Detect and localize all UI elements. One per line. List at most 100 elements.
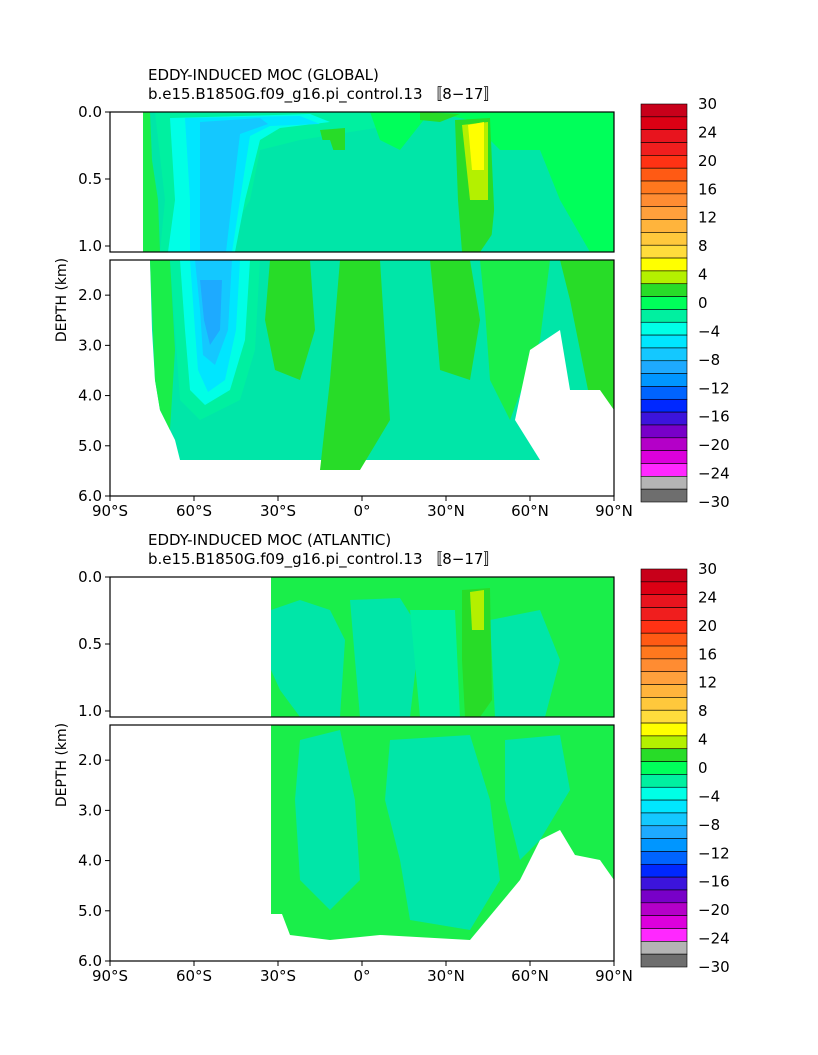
global-upper-land (110, 112, 143, 252)
colorbar-swatch (641, 399, 687, 412)
panel-atlantic: EDDY-INDUCED MOC (ATLANTIC) b.e15.B1850G… (54, 531, 633, 985)
colorbar-swatch (641, 181, 687, 194)
colorbar-swatch (641, 954, 687, 967)
colorbar-label: −30 (698, 493, 730, 511)
global-lower-field (110, 260, 614, 496)
colorbar-swatch (641, 736, 687, 749)
y-tick-label: 5.0 (78, 437, 102, 455)
colorbar-label: 8 (698, 702, 708, 720)
colorbar-swatch (641, 361, 687, 374)
colorbar-swatch (641, 608, 687, 621)
atlantic-upper-field (110, 577, 614, 717)
colorbar-label: −20 (698, 901, 730, 919)
colorbar-label: −4 (698, 787, 720, 805)
atlantic-upper-land (110, 577, 271, 717)
colorbar-swatch (641, 813, 687, 826)
global-upper-field (110, 112, 614, 252)
colorbar-swatch (641, 749, 687, 762)
y-tick-label: 6.0 (78, 487, 102, 505)
colorbar-label: −12 (698, 844, 730, 862)
global-ylabel: DEPTH (km) (54, 258, 70, 342)
y-tick-label: 0.0 (78, 103, 102, 121)
atlantic-ylabel: DEPTH (km) (54, 723, 70, 807)
colorbar-swatch (641, 774, 687, 787)
colorbar-label: 0 (698, 294, 708, 312)
atlantic-upper-band (470, 590, 484, 630)
colorbar-swatch (641, 582, 687, 595)
y-tick-label: 0.5 (78, 170, 102, 188)
colorbar-label: −24 (698, 930, 730, 948)
colorbar-swatch (641, 297, 687, 310)
y-tick-label: 4.0 (78, 852, 102, 870)
colorbar-swatch (641, 168, 687, 181)
colorbar-swatch (641, 787, 687, 800)
y-tick-label: 1.0 (78, 702, 102, 720)
y-tick-label: 0.5 (78, 635, 102, 653)
colorbar-swatch (641, 130, 687, 143)
colorbar-swatch (641, 710, 687, 723)
colorbar-swatch (641, 877, 687, 890)
colorbar-swatch (641, 633, 687, 646)
colorbar-label: −16 (698, 408, 730, 426)
colorbar-swatch (641, 941, 687, 954)
colorbar-swatch (641, 903, 687, 916)
x-tick-label: 60°N (511, 502, 549, 520)
colorbar-swatch (641, 412, 687, 425)
atlantic-lower-field (110, 725, 614, 961)
colorbar-label: 12 (698, 674, 717, 692)
colorbar-swatch (641, 309, 687, 322)
colorbar-swatch (641, 194, 687, 207)
x-tick-label: 0° (353, 967, 370, 985)
colorbar-swatch (641, 245, 687, 258)
atlantic-upper-band (350, 598, 420, 717)
colorbar-swatch (641, 374, 687, 387)
x-tick-label: 30°S (260, 502, 296, 520)
colorbar-swatch (641, 117, 687, 130)
colorbar-swatch (641, 489, 687, 502)
colorbar-label: −4 (698, 322, 720, 340)
colorbar-swatch (641, 620, 687, 633)
y-tick-label: 3.0 (78, 801, 102, 819)
y-tick-label: 3.0 (78, 336, 102, 354)
colorbar-swatch (641, 322, 687, 335)
colorbar-swatch (641, 232, 687, 245)
colorbar-swatch (641, 800, 687, 813)
colorbar-global: 30 24 20 16 12 8 4 0 −4 −8 −12 −16 −20 −24 −30 (641, 95, 730, 511)
colorbar-swatch (641, 284, 687, 297)
colorbar-swatch (641, 762, 687, 775)
colorbar-swatch (641, 646, 687, 659)
colorbar-swatch (641, 595, 687, 608)
y-tick-label: 5.0 (78, 902, 102, 920)
colorbar-label: 0 (698, 759, 708, 777)
colorbar-label: 30 (698, 560, 717, 578)
x-tick-label: 30°N (427, 967, 465, 985)
panel-global-subtitle: b.e15.B1850G.f09_g16.pi_control.13 〚8−17… (148, 85, 498, 104)
x-tick-label: 60°S (176, 967, 212, 985)
colorbar-label: −16 (698, 873, 730, 891)
colorbar-label: −20 (698, 436, 730, 454)
colorbar-label: −12 (698, 379, 730, 397)
y-tick-label: 1.0 (78, 237, 102, 255)
colorbar-swatch (641, 697, 687, 710)
colorbar-label: 4 (698, 731, 708, 749)
x-tick-label: 30°S (260, 967, 296, 985)
colorbar-swatch (641, 890, 687, 903)
colorbar-label: 30 (698, 95, 717, 113)
panel-global-title: EDDY-INDUCED MOC (GLOBAL) (148, 66, 379, 84)
colorbar-atlantic: 3024201612840−4−8−12−16−20−24−30 (641, 560, 730, 976)
colorbar-swatch (641, 659, 687, 672)
y-tick-label: 0.0 (78, 568, 102, 586)
colorbar-label: 20 (698, 617, 717, 635)
colorbar-label: 24 (698, 123, 717, 141)
colorbar-swatch (641, 839, 687, 852)
colorbar-label: 4 (698, 266, 708, 284)
y-tick-label: 4.0 (78, 387, 102, 405)
colorbar-swatch (641, 438, 687, 451)
colorbar-swatch (641, 386, 687, 399)
colorbar-swatch (641, 207, 687, 220)
x-tick-label: 60°N (511, 967, 549, 985)
x-tick-label: 90°N (595, 967, 633, 985)
colorbar-swatch (641, 425, 687, 438)
x-tick-label: 60°S (176, 502, 212, 520)
colorbar-label: 8 (698, 237, 708, 255)
